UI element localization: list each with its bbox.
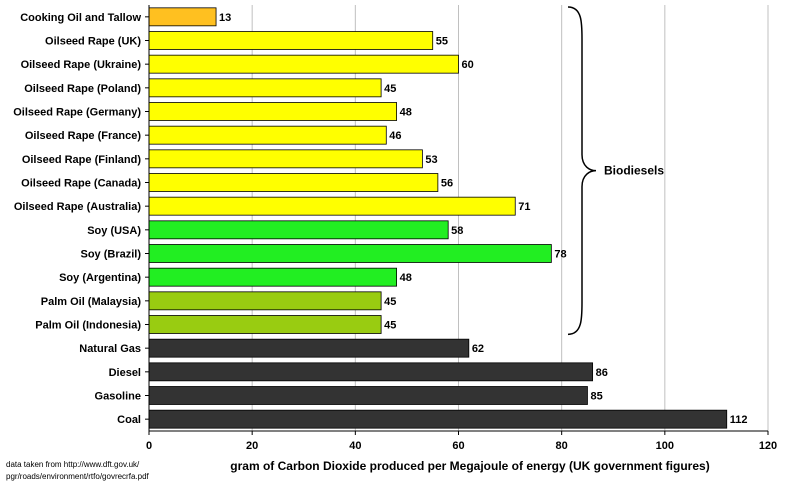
value-label: 46	[389, 130, 401, 142]
source-note-line-2: pgr/roads/environment/rtfo/govrecrfa.pdf	[6, 472, 150, 481]
value-label: 58	[451, 225, 463, 237]
value-label: 56	[441, 178, 453, 190]
category-label: Gasoline	[95, 391, 141, 403]
bar	[148, 31, 434, 50]
value-label: 71	[518, 201, 530, 213]
value-label: 45	[384, 83, 396, 95]
bar	[148, 386, 588, 405]
value-labels: 13 55 60 45 48 46 53 56 71 58 78 48 45 45 62 86 85 112	[219, 12, 747, 426]
bar	[148, 409, 728, 429]
source-note: data taken from http://www.dft.gov.uk/ p…	[6, 460, 150, 481]
x-tick-label: 80	[556, 440, 568, 452]
category-label: Oilseed Rape (Poland)	[24, 83, 141, 95]
value-label: 53	[425, 154, 437, 166]
bar	[148, 196, 516, 216]
axes	[148, 5, 768, 432]
x-axis-label: gram of Carbon Dioxide produced per Mega…	[230, 459, 709, 473]
value-label: 45	[384, 296, 396, 308]
value-label: 60	[462, 59, 474, 71]
category-label: Soy (Brazil)	[80, 249, 141, 261]
gridlines	[251, 5, 769, 431]
annotation-label: Biodiesels	[604, 164, 664, 178]
bar	[148, 244, 552, 263]
category-label: Oilseed Rape (Australia)	[14, 201, 141, 213]
curly-brace	[567, 6, 597, 336]
bar	[148, 220, 449, 240]
category-label: Natural Gas	[79, 343, 141, 355]
x-tick-label: 20	[246, 440, 258, 452]
category-label: Oilseed Rape (Canada)	[21, 178, 141, 190]
bar	[148, 315, 382, 334]
bar	[148, 362, 594, 382]
x-tick-label: 60	[452, 440, 464, 452]
bars	[148, 7, 728, 429]
category-label: Oilseed Rape (Ukraine)	[21, 59, 142, 71]
value-label: 45	[384, 320, 396, 332]
category-label: Diesel	[109, 367, 141, 379]
bar	[148, 338, 470, 358]
x-axis-ticks: 0 20 40 60 80 100 120	[145, 16, 777, 452]
bar	[148, 7, 217, 27]
category-label: Soy (USA)	[87, 225, 141, 237]
value-label: 62	[472, 343, 484, 355]
value-label: 48	[400, 272, 412, 284]
bar	[148, 173, 439, 192]
category-label: Oilseed Rape (Germany)	[13, 107, 141, 119]
category-label: Cooking Oil and Tallow	[20, 12, 141, 24]
category-label: Palm Oil (Indonesia)	[35, 320, 141, 332]
value-label: 13	[219, 12, 231, 24]
bar	[148, 125, 387, 145]
x-tick-label: 0	[146, 440, 152, 452]
category-label: Soy (Argentina)	[59, 272, 141, 284]
bar	[148, 54, 459, 74]
biodiesels-annotation: Biodiesels	[567, 6, 664, 336]
bar	[148, 102, 398, 121]
value-label: 112	[730, 414, 748, 426]
x-tick-label: 120	[759, 440, 777, 452]
bar	[148, 267, 398, 287]
x-tick-label: 100	[656, 440, 674, 452]
category-label: Palm Oil (Malaysia)	[41, 296, 142, 308]
value-label: 85	[590, 391, 602, 403]
source-note-line-1: data taken from http://www.dft.gov.uk/	[6, 460, 140, 469]
bar	[148, 149, 423, 169]
category-label: Coal	[117, 414, 141, 426]
bar	[148, 291, 382, 311]
value-label: 55	[436, 36, 448, 48]
x-tick-label: 40	[349, 440, 361, 452]
value-label: 86	[596, 367, 608, 379]
category-labels: Cooking Oil and Tallow Oilseed Rape (UK) O…	[13, 12, 141, 426]
bar	[148, 78, 382, 98]
category-label: Oilseed Rape (France)	[25, 130, 141, 142]
value-label: 48	[400, 107, 412, 119]
category-label: Oilseed Rape (UK)	[45, 36, 141, 48]
value-label: 78	[554, 249, 566, 261]
category-label: Oilseed Rape (Finland)	[22, 154, 142, 166]
